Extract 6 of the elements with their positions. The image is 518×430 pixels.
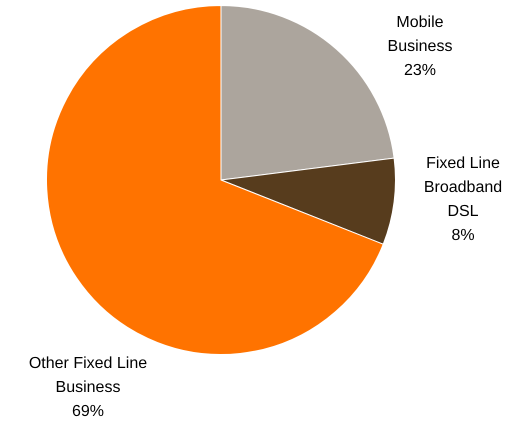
data-label: 69% [70,402,106,422]
slice-label: Mobile Business [386,13,454,57]
slice-label: Other Fixed Line Business [28,354,148,398]
data-label: 8% [450,226,476,246]
data-label: 23% [402,61,438,81]
slice-label: Fixed Line Broadband DSL [422,154,504,222]
